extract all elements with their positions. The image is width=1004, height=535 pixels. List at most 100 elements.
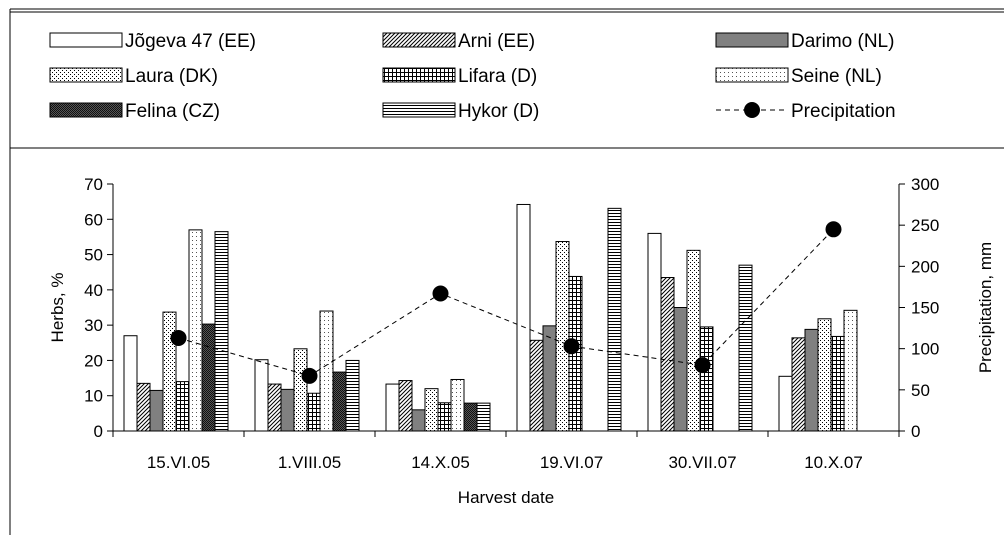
bar — [306, 392, 321, 432]
legend-swatch — [49, 67, 123, 83]
bar — [332, 371, 347, 432]
bar — [529, 339, 544, 432]
precipitation-point — [694, 357, 711, 374]
legend-swatch — [382, 102, 456, 118]
bar — [817, 318, 832, 432]
y2-tick-label: 0 — [911, 422, 920, 441]
x-tick-label: 15.VI.05 — [147, 453, 210, 472]
bar — [686, 249, 701, 432]
bar — [280, 388, 295, 432]
bar — [804, 328, 819, 432]
legend-label: Darimo (NL) — [791, 31, 894, 52]
bar — [660, 277, 675, 432]
legend-label: Jõgeva 47 (EE) — [125, 31, 256, 52]
y-tick-label: 0 — [94, 422, 103, 441]
legend-item: Arni (EE) — [382, 31, 535, 52]
y-tick-label: 20 — [84, 351, 103, 370]
legend-item: Jõgeva 47 (EE) — [49, 31, 256, 52]
x-axis-title: Harvest date — [458, 488, 554, 507]
bar — [843, 309, 858, 432]
bar — [516, 203, 531, 432]
bar — [254, 359, 269, 432]
bar — [738, 264, 753, 432]
y2-tick-label: 50 — [911, 381, 930, 400]
legend-label: Felina (CZ) — [125, 101, 220, 122]
legend-item: Lifara (D) — [382, 66, 537, 87]
legend-swatch — [382, 32, 456, 48]
bar — [411, 409, 426, 432]
y2-tick-label: 250 — [911, 216, 939, 235]
y-axis-title: Herbs, % — [48, 273, 67, 343]
legend-swatch — [382, 67, 456, 83]
legend: Jõgeva 47 (EE) Arni (EE) Darimo (NL) Laura … — [49, 31, 896, 122]
y-tick-label: 40 — [84, 281, 103, 300]
legend-item: Darimo (NL) — [715, 31, 894, 52]
bar — [463, 402, 478, 432]
bar — [162, 311, 177, 432]
bar — [175, 381, 190, 432]
y-tick-label: 10 — [84, 387, 103, 406]
bar — [123, 335, 138, 432]
y-tick-label: 60 — [84, 210, 103, 229]
legend-label: Hykor (D) — [458, 101, 539, 122]
legend-swatch — [715, 32, 789, 48]
legend-label: Lifara (D) — [458, 66, 537, 87]
x-tick-label: 30.VII.07 — [668, 453, 736, 472]
bar — [188, 229, 203, 432]
bar — [424, 388, 439, 432]
legend-swatch — [49, 32, 123, 48]
legend-item: Precipitation — [716, 101, 896, 122]
bar — [319, 310, 334, 432]
y-tick-label: 70 — [84, 175, 103, 194]
x-tick-label: 10.X.07 — [804, 453, 863, 472]
legend-swatch — [715, 67, 789, 83]
precipitation-line — [178, 228, 834, 377]
y-tick-label: 30 — [84, 316, 103, 335]
bar — [214, 231, 229, 432]
legend-label: Laura (DK) — [125, 66, 218, 87]
bar — [398, 380, 413, 432]
precipitation-point — [432, 285, 449, 302]
bar — [293, 348, 308, 432]
bar — [385, 383, 400, 432]
bar — [201, 323, 216, 432]
precipitation-point — [563, 338, 580, 355]
x-tick-label: 19.VI.07 — [540, 453, 603, 472]
x-tick-label: 1.VIII.05 — [278, 453, 341, 472]
bar — [778, 375, 793, 432]
bar — [607, 207, 622, 432]
bar — [476, 402, 491, 432]
y2-tick-label: 300 — [911, 175, 939, 194]
y2-tick-label: 200 — [911, 257, 939, 276]
legend-swatch — [49, 102, 123, 118]
bar — [791, 337, 806, 432]
bar — [647, 232, 662, 432]
bar — [555, 241, 570, 432]
legend-item: Felina (CZ) — [49, 101, 220, 122]
bar — [830, 335, 845, 432]
bar — [267, 383, 282, 432]
legend-label: Arni (EE) — [458, 31, 535, 52]
legend-item: Hykor (D) — [382, 101, 539, 122]
plot-area: 0 10 20 30 40 50 60 70 0 50 100 150 200 250 300 15.VI.0… — [48, 175, 995, 507]
precipitation-point — [301, 367, 318, 384]
legend-item: Laura (DK) — [49, 66, 218, 87]
y2-axis-title: Precipitation, mm — [976, 242, 995, 373]
y2-tick-label: 100 — [911, 340, 939, 359]
bar — [345, 359, 360, 432]
bar — [542, 325, 557, 432]
precipitation-point — [825, 221, 842, 238]
bar — [450, 378, 465, 432]
y2-tick-label: 150 — [911, 299, 939, 318]
legend-label: Seine (NL) — [791, 66, 882, 87]
x-tick-label: 14.X.05 — [411, 453, 470, 472]
y-tick-label: 50 — [84, 246, 103, 265]
bar — [149, 389, 164, 432]
bar — [437, 402, 452, 432]
bar — [673, 307, 688, 432]
legend-marker — [744, 102, 760, 118]
precipitation-point — [170, 329, 187, 346]
legend-label: Precipitation — [791, 101, 896, 122]
